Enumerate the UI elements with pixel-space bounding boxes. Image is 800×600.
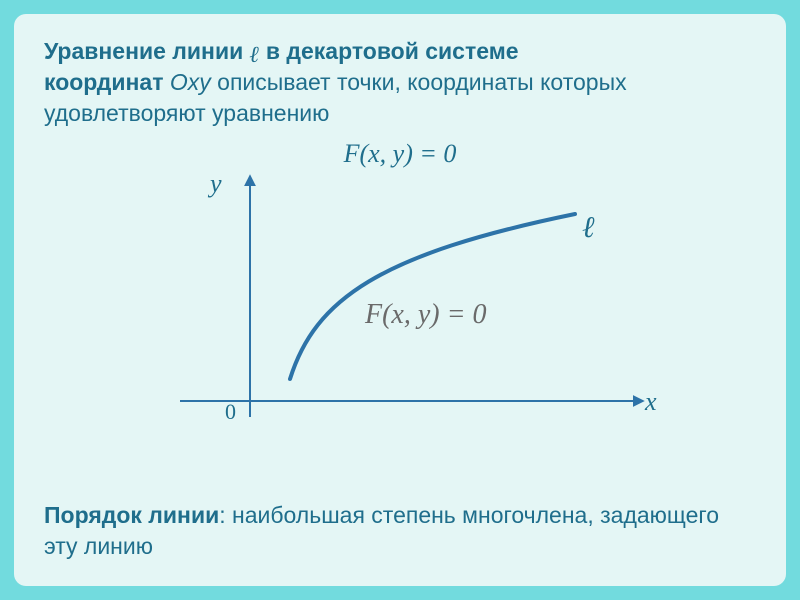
y-axis-label: y (210, 169, 222, 199)
curve-line (290, 214, 575, 379)
heading-part2: в декартовой системе (266, 38, 519, 64)
heading-text: Уравнение линии ℓ в декартовой системе к… (44, 36, 756, 129)
footer-bold: Порядок линии (44, 502, 219, 528)
formula-top-text: F(x, y) = 0 (344, 139, 457, 168)
formula-mid: F(x, y) = 0 (365, 299, 487, 331)
heading-italic: Oxy (170, 69, 211, 95)
origin-label: 0 (225, 399, 236, 425)
formula-top: F(x, y) = 0 (44, 139, 756, 169)
line-symbol-icon: ℓ (250, 39, 260, 70)
x-axis-label: x (645, 387, 657, 417)
heading-part1: Уравнение линии (44, 38, 243, 64)
slide-frame: Уравнение линии ℓ в декартовой системе к… (0, 0, 800, 600)
content-card: Уравнение линии ℓ в декартовой системе к… (14, 14, 786, 586)
curve-label-icon: ℓ (582, 211, 595, 245)
heading-part3: координат (44, 69, 170, 95)
formula-mid-text: F(x, y) = 0 (365, 299, 487, 330)
coordinate-diagram: y x 0 ℓ F(x, y) = 0 (120, 169, 680, 449)
footer-text: Порядок линии: наибольшая степень многоч… (44, 500, 756, 562)
